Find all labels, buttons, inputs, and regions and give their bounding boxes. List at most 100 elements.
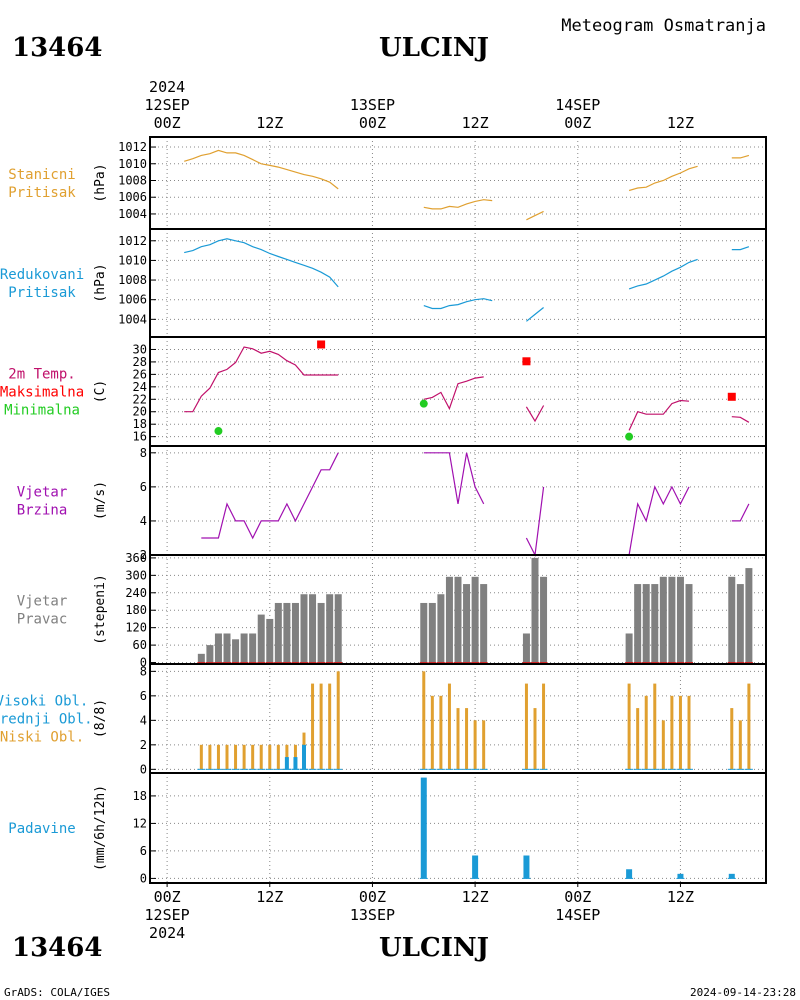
y-tick-label: 1010: [118, 157, 147, 171]
y-tick-label: 28: [133, 355, 147, 369]
variable-label: Pravac: [17, 612, 68, 628]
variable-label: Stanicni: [8, 167, 75, 183]
bar: [627, 683, 631, 770]
bar: [738, 720, 742, 770]
top-day-label: 13SEP: [350, 96, 395, 114]
min-temp-marker: [214, 427, 223, 436]
series-line: [201, 452, 339, 540]
station-name-bottom: ULCINJ: [379, 933, 489, 963]
variable-label: Vjetar: [17, 594, 68, 610]
bar: [642, 584, 650, 663]
bar: [480, 584, 488, 663]
y-tick-label: 26: [133, 367, 147, 381]
y-axis-label: (8/8): [93, 699, 108, 738]
bottom-hour-label: 00Z: [564, 888, 591, 906]
bar: [291, 602, 299, 663]
bar: [447, 683, 451, 770]
y-tick-label: 1008: [118, 273, 147, 287]
y-axis-label: (m/s): [93, 481, 108, 520]
bar: [678, 695, 682, 770]
y-axis-label: (mm/6h/12h): [93, 785, 108, 871]
bar: [319, 683, 323, 770]
bar: [284, 757, 289, 770]
bar: [283, 602, 291, 663]
variable-label: Padavine: [8, 821, 75, 837]
bar: [420, 602, 428, 663]
bottom-day-label: 14SEP: [555, 906, 600, 924]
product-title: Meteogram Osmatranja: [561, 16, 766, 36]
series-line: [423, 376, 484, 411]
bar: [482, 720, 486, 770]
bottom-day-label: 12SEP: [145, 906, 190, 924]
top-hour-label: 12Z: [667, 114, 694, 132]
bar: [728, 576, 736, 663]
bar: [317, 602, 325, 663]
bar: [523, 855, 530, 879]
variable-label: Pritisak: [8, 185, 76, 201]
bar: [311, 683, 315, 770]
bar: [268, 744, 272, 770]
top-hour-label: 00Z: [564, 114, 591, 132]
bar: [422, 671, 426, 770]
series-line: [184, 149, 339, 190]
panel-frame: [149, 136, 767, 230]
panel-1: 1004 1006 1008 1010 1012 (hPa) Redukovani Priti…: [0, 228, 767, 338]
series-line: [628, 399, 690, 431]
bar: [625, 633, 633, 663]
bar: [465, 708, 469, 770]
y-tick-label: 1004: [118, 207, 147, 221]
bar: [334, 594, 342, 663]
y-tick-label: 4: [140, 514, 147, 528]
y-tick-label: 1004: [118, 312, 147, 326]
y-tick-label: 16: [133, 430, 147, 444]
y-tick-label: 0: [140, 762, 147, 776]
bar: [670, 695, 674, 770]
panels: 1004 1006 1008 1010 1012 (hPa) Stanicni Pritisa…: [0, 136, 767, 885]
station-id-top: 13464: [12, 33, 102, 63]
y-tick-label: 300: [125, 568, 147, 582]
bar: [300, 594, 308, 663]
variable-label: Maksimalna: [0, 385, 84, 401]
series-line: [731, 416, 750, 423]
panel-frame: [149, 772, 767, 884]
bar: [249, 633, 257, 663]
bottom-day-label: 13SEP: [350, 906, 395, 924]
series-line: [731, 154, 750, 159]
bar: [626, 869, 633, 879]
max-temp-marker: [317, 340, 326, 349]
variable-label: 2m Temp.: [8, 367, 75, 383]
bottom-hour-label: 12Z: [256, 888, 283, 906]
variable-label: Niski Obl.: [0, 730, 84, 746]
min-temp-marker: [625, 432, 634, 441]
bar: [214, 633, 222, 663]
top-day-label: 14SEP: [555, 96, 600, 114]
bar: [472, 855, 479, 879]
variable-label: Srednji Obl.: [0, 712, 93, 728]
series-line: [423, 298, 493, 310]
bar: [328, 683, 332, 770]
bottom-hour-label: 12Z: [462, 888, 489, 906]
bar: [644, 695, 648, 770]
y-tick-label: 30: [133, 342, 147, 356]
bar: [257, 614, 265, 663]
series-line: [731, 246, 750, 251]
bar: [668, 576, 676, 663]
bar: [326, 594, 334, 663]
y-tick-label: 18: [133, 789, 147, 803]
y-tick-label: 18: [133, 417, 147, 431]
bar: [685, 584, 693, 663]
bar: [634, 584, 642, 663]
bar: [428, 602, 436, 663]
bar: [651, 584, 659, 663]
bar: [420, 777, 427, 879]
bar: [197, 653, 205, 663]
bar: [223, 633, 231, 663]
panel-frame: [149, 228, 767, 338]
panel-0: 1004 1006 1008 1010 1012 (hPa) Stanicni Pritisa…: [8, 136, 767, 230]
bar: [687, 695, 691, 770]
bar: [293, 757, 298, 770]
y-tick-label: 1008: [118, 173, 147, 187]
y-tick-label: 1012: [118, 140, 147, 154]
bar: [730, 708, 734, 770]
